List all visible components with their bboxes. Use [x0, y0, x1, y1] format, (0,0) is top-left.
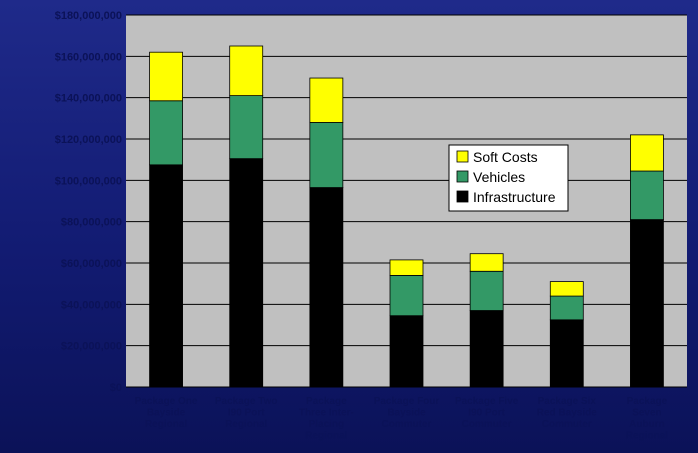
bar-segment-vehicles — [149, 100, 183, 166]
y-tick-label: $120,000,000 — [55, 134, 122, 146]
x-category-label: Package Three Inter-Placing Regional — [299, 396, 354, 442]
y-tick-label: $80,000,000 — [61, 217, 122, 229]
y-axis-tick-labels: $0 $20,000,000 $40,000,000 $60,000,000 $80,0… — [55, 10, 122, 394]
bar-segment-soft-costs — [630, 134, 664, 172]
y-tick-label: $180,000,000 — [55, 10, 122, 22]
bar-segment-vehicles — [630, 170, 664, 221]
bar-segment-infrastructure — [389, 315, 424, 388]
legend-swatch — [456, 170, 469, 183]
bar-segment-infrastructure — [149, 164, 183, 388]
legend-label: Vehicles — [473, 169, 525, 185]
bar-segment-vehicles — [469, 270, 504, 311]
bar-segment-soft-costs — [309, 77, 344, 123]
legend: Soft Costs Vehicles Infrastructure — [448, 144, 569, 212]
bar-segment-vehicles — [549, 295, 584, 321]
y-tick-label: $140,000,000 — [55, 93, 122, 105]
legend-swatch — [456, 190, 469, 203]
x-category-label: Package One Bayside Regional — [135, 396, 198, 430]
x-axis-category-labels: Package One Bayside Regional Package Two I90… — [135, 396, 669, 442]
x-category-label: Package Two I90 Port Regional — [215, 396, 278, 430]
legend-label: Soft Costs — [473, 149, 538, 165]
y-tick-label: $60,000,000 — [61, 258, 122, 270]
bar-segment-soft-costs — [149, 51, 183, 102]
legend-swatch — [456, 150, 469, 163]
bar-segment-infrastructure — [549, 319, 584, 388]
x-category-label: Package Four Bayside Commuter — [374, 396, 440, 430]
x-category-label: Package Seven Auburn Regional — [626, 396, 668, 442]
bar-segment-vehicles — [389, 274, 424, 317]
bar-segment-vehicles — [309, 122, 344, 188]
bar-segment-infrastructure — [309, 187, 344, 388]
bars — [149, 45, 664, 388]
bar-segment-soft-costs — [229, 45, 264, 96]
x-category-label: Package Six Red Bayside Commuter — [537, 396, 597, 430]
bar-segment-infrastructure — [469, 310, 504, 388]
bar-segment-vehicles — [229, 95, 264, 160]
legend-box — [448, 144, 569, 212]
y-tick-label: $0 — [110, 382, 122, 394]
bar-segment-infrastructure — [630, 219, 664, 388]
y-tick-label: $100,000,000 — [55, 175, 122, 187]
bar-segment-soft-costs — [389, 259, 424, 276]
x-category-label: Package Five I90 Port Commuter — [455, 396, 519, 430]
y-tick-label: $20,000,000 — [61, 341, 122, 353]
bar-segment-soft-costs — [469, 253, 504, 272]
legend-label: Infrastructure — [473, 189, 556, 205]
y-tick-label: $160,000,000 — [55, 51, 122, 63]
bar-segment-infrastructure — [229, 158, 264, 388]
y-tick-label: $40,000,000 — [61, 299, 122, 311]
bar-segment-soft-costs — [549, 281, 584, 297]
